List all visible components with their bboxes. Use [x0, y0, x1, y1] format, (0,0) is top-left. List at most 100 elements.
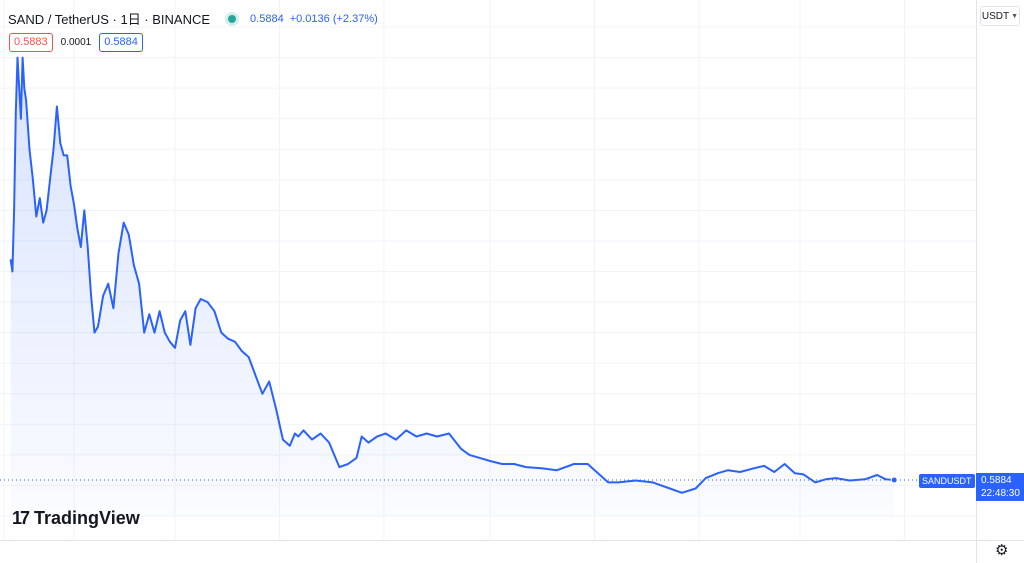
data-point	[169, 341, 171, 343]
bid-price[interactable]: 0.5883	[9, 33, 53, 52]
chart-plot-area[interactable]: 8.00007.50007.00006.50006.00005.50005.00…	[0, 0, 1014, 557]
chevron-down-icon: ▼	[1011, 12, 1019, 20]
gear-icon[interactable]: ⚙	[995, 542, 1009, 559]
data-point	[220, 331, 222, 333]
time-scale[interactable]	[0, 540, 976, 563]
data-point	[802, 473, 804, 475]
last-price-time: 22:48:30	[981, 488, 1020, 499]
data-point	[122, 221, 124, 223]
data-point	[705, 477, 707, 479]
data-point	[11, 270, 13, 272]
quote-row: 0.5883 0.0001 0.5884	[9, 33, 143, 52]
data-point	[586, 463, 588, 465]
data-point	[347, 463, 349, 465]
data-point	[794, 472, 796, 474]
data-point	[825, 478, 827, 480]
ask-price[interactable]: 0.5884	[99, 33, 143, 52]
data-point	[717, 472, 719, 474]
data-point	[49, 179, 51, 181]
data-point	[56, 105, 58, 107]
legend-change: +0.0136 (+2.37%)	[289, 12, 378, 25]
data-point	[93, 331, 95, 333]
data-point	[448, 432, 450, 434]
scale-corner	[976, 540, 1024, 563]
data-point	[607, 481, 609, 483]
tradingview-mark-icon: 17	[12, 508, 30, 528]
tradingview-logo[interactable]: 17 TradingView	[12, 508, 140, 529]
data-point	[63, 154, 65, 156]
data-point	[395, 438, 397, 440]
data-point	[254, 374, 256, 376]
data-point	[206, 301, 208, 303]
data-point	[107, 283, 109, 285]
data-point	[234, 341, 236, 343]
data-point	[25, 99, 27, 101]
data-point	[876, 474, 878, 476]
data-point	[415, 435, 417, 437]
data-point	[194, 307, 196, 309]
data-point	[556, 469, 558, 471]
data-point	[289, 445, 291, 447]
data-point	[884, 478, 886, 480]
data-point	[23, 87, 25, 89]
data-point	[97, 325, 99, 327]
data-point	[319, 432, 321, 434]
data-point	[20, 117, 22, 119]
last-point-marker	[890, 476, 898, 484]
price-scale[interactable]	[976, 0, 1024, 540]
data-point	[763, 465, 765, 467]
data-point	[376, 435, 378, 437]
data-point	[80, 246, 82, 248]
spread-value: 0.0001	[60, 37, 92, 48]
data-point	[143, 331, 145, 333]
data-point	[42, 221, 44, 223]
data-point	[634, 479, 636, 481]
data-point	[133, 264, 135, 266]
series-name-tag: SANDUSDT	[919, 474, 975, 488]
data-point	[513, 463, 515, 465]
data-point	[247, 356, 249, 358]
data-point	[501, 463, 503, 465]
data-point	[268, 380, 270, 382]
data-point	[227, 338, 229, 340]
data-point	[426, 432, 428, 434]
data-point	[261, 393, 263, 395]
data-point	[59, 142, 61, 144]
data-point	[45, 209, 47, 211]
data-point	[21, 56, 23, 58]
data-point	[338, 466, 340, 468]
data-point	[213, 310, 215, 312]
data-point	[117, 252, 119, 254]
data-point	[184, 310, 186, 312]
tradingview-wordmark: TradingView	[34, 508, 140, 528]
data-point	[86, 246, 88, 248]
data-point	[73, 203, 75, 205]
last-price-label: 0.5884 22:48:30	[976, 473, 1024, 501]
data-point	[617, 481, 619, 483]
data-point	[814, 481, 816, 483]
data-point	[138, 283, 140, 285]
data-point	[39, 197, 41, 199]
symbol-title[interactable]: SAND / TetherUS · 1日 · BINANCE	[8, 12, 211, 27]
currency-label: USDT	[981, 10, 1010, 22]
data-point	[460, 448, 462, 450]
data-point	[32, 179, 34, 181]
data-point	[405, 429, 407, 431]
currency-button[interactable]: USDT ▼	[980, 6, 1020, 26]
market-status-icon	[228, 14, 237, 23]
data-point	[302, 429, 304, 431]
data-point	[540, 467, 542, 469]
data-point	[573, 463, 575, 465]
data-point	[275, 408, 277, 410]
data-point	[52, 148, 54, 150]
data-point	[128, 234, 130, 236]
data-point	[241, 350, 243, 352]
data-point	[189, 344, 191, 346]
data-point	[311, 438, 313, 440]
data-point	[13, 209, 15, 211]
data-point	[66, 154, 68, 156]
data-point	[90, 295, 92, 297]
data-point	[652, 481, 654, 483]
data-point	[158, 310, 160, 312]
